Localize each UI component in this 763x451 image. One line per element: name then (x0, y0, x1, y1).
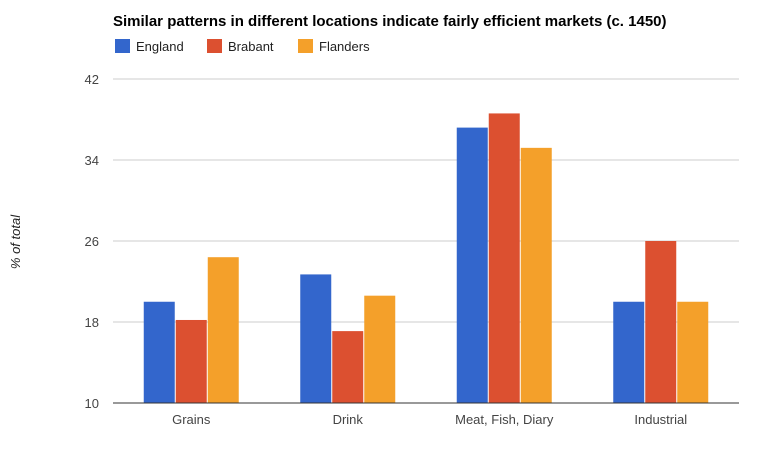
legend-label-flanders: Flanders (319, 39, 370, 54)
bar-england-meat-fish-diary (456, 127, 488, 403)
bar-brabant-drink (332, 331, 364, 403)
bar-flanders-industrial (677, 301, 709, 403)
legend-swatch-flanders (298, 39, 313, 53)
x-axis-ticks: Grains Drink Meat, Fish, Diary Industrial (172, 412, 687, 427)
y-axis-label: % of total (8, 214, 23, 269)
bar-brabant-industrial (645, 241, 677, 403)
gridlines (113, 78, 739, 323)
bar-brabant-meat-fish-diary (488, 113, 520, 404)
x-tick-label: Industrial (634, 412, 687, 427)
x-tick-label: Grains (172, 412, 211, 427)
x-tick-label: Drink (333, 412, 364, 427)
chart-title: Similar patterns in different locations … (113, 13, 667, 30)
legend-swatch-england (115, 39, 130, 53)
legend-swatch-brabant (207, 39, 222, 53)
bar-england-industrial (613, 301, 645, 403)
bar-brabant-grains (175, 319, 207, 403)
y-tick-label: 34 (85, 153, 99, 168)
bar-flanders-grains (207, 257, 239, 403)
y-tick-label: 42 (85, 72, 99, 87)
y-tick-label: 18 (85, 315, 99, 330)
y-tick-label: 26 (85, 234, 99, 249)
bar-flanders-meat-fish-diary (520, 147, 552, 403)
legend: England Brabant Flanders (115, 39, 370, 54)
y-axis-ticks: 10 18 26 34 42 (85, 72, 99, 411)
legend-label-brabant: Brabant (228, 39, 274, 54)
bar-england-drink (300, 274, 332, 403)
x-tick-label: Meat, Fish, Diary (455, 412, 554, 427)
bar-england-grains (143, 301, 175, 403)
bars (143, 113, 709, 404)
legend-label-england: England (136, 39, 184, 54)
y-tick-label: 10 (85, 396, 99, 411)
bar-flanders-drink (364, 295, 396, 403)
